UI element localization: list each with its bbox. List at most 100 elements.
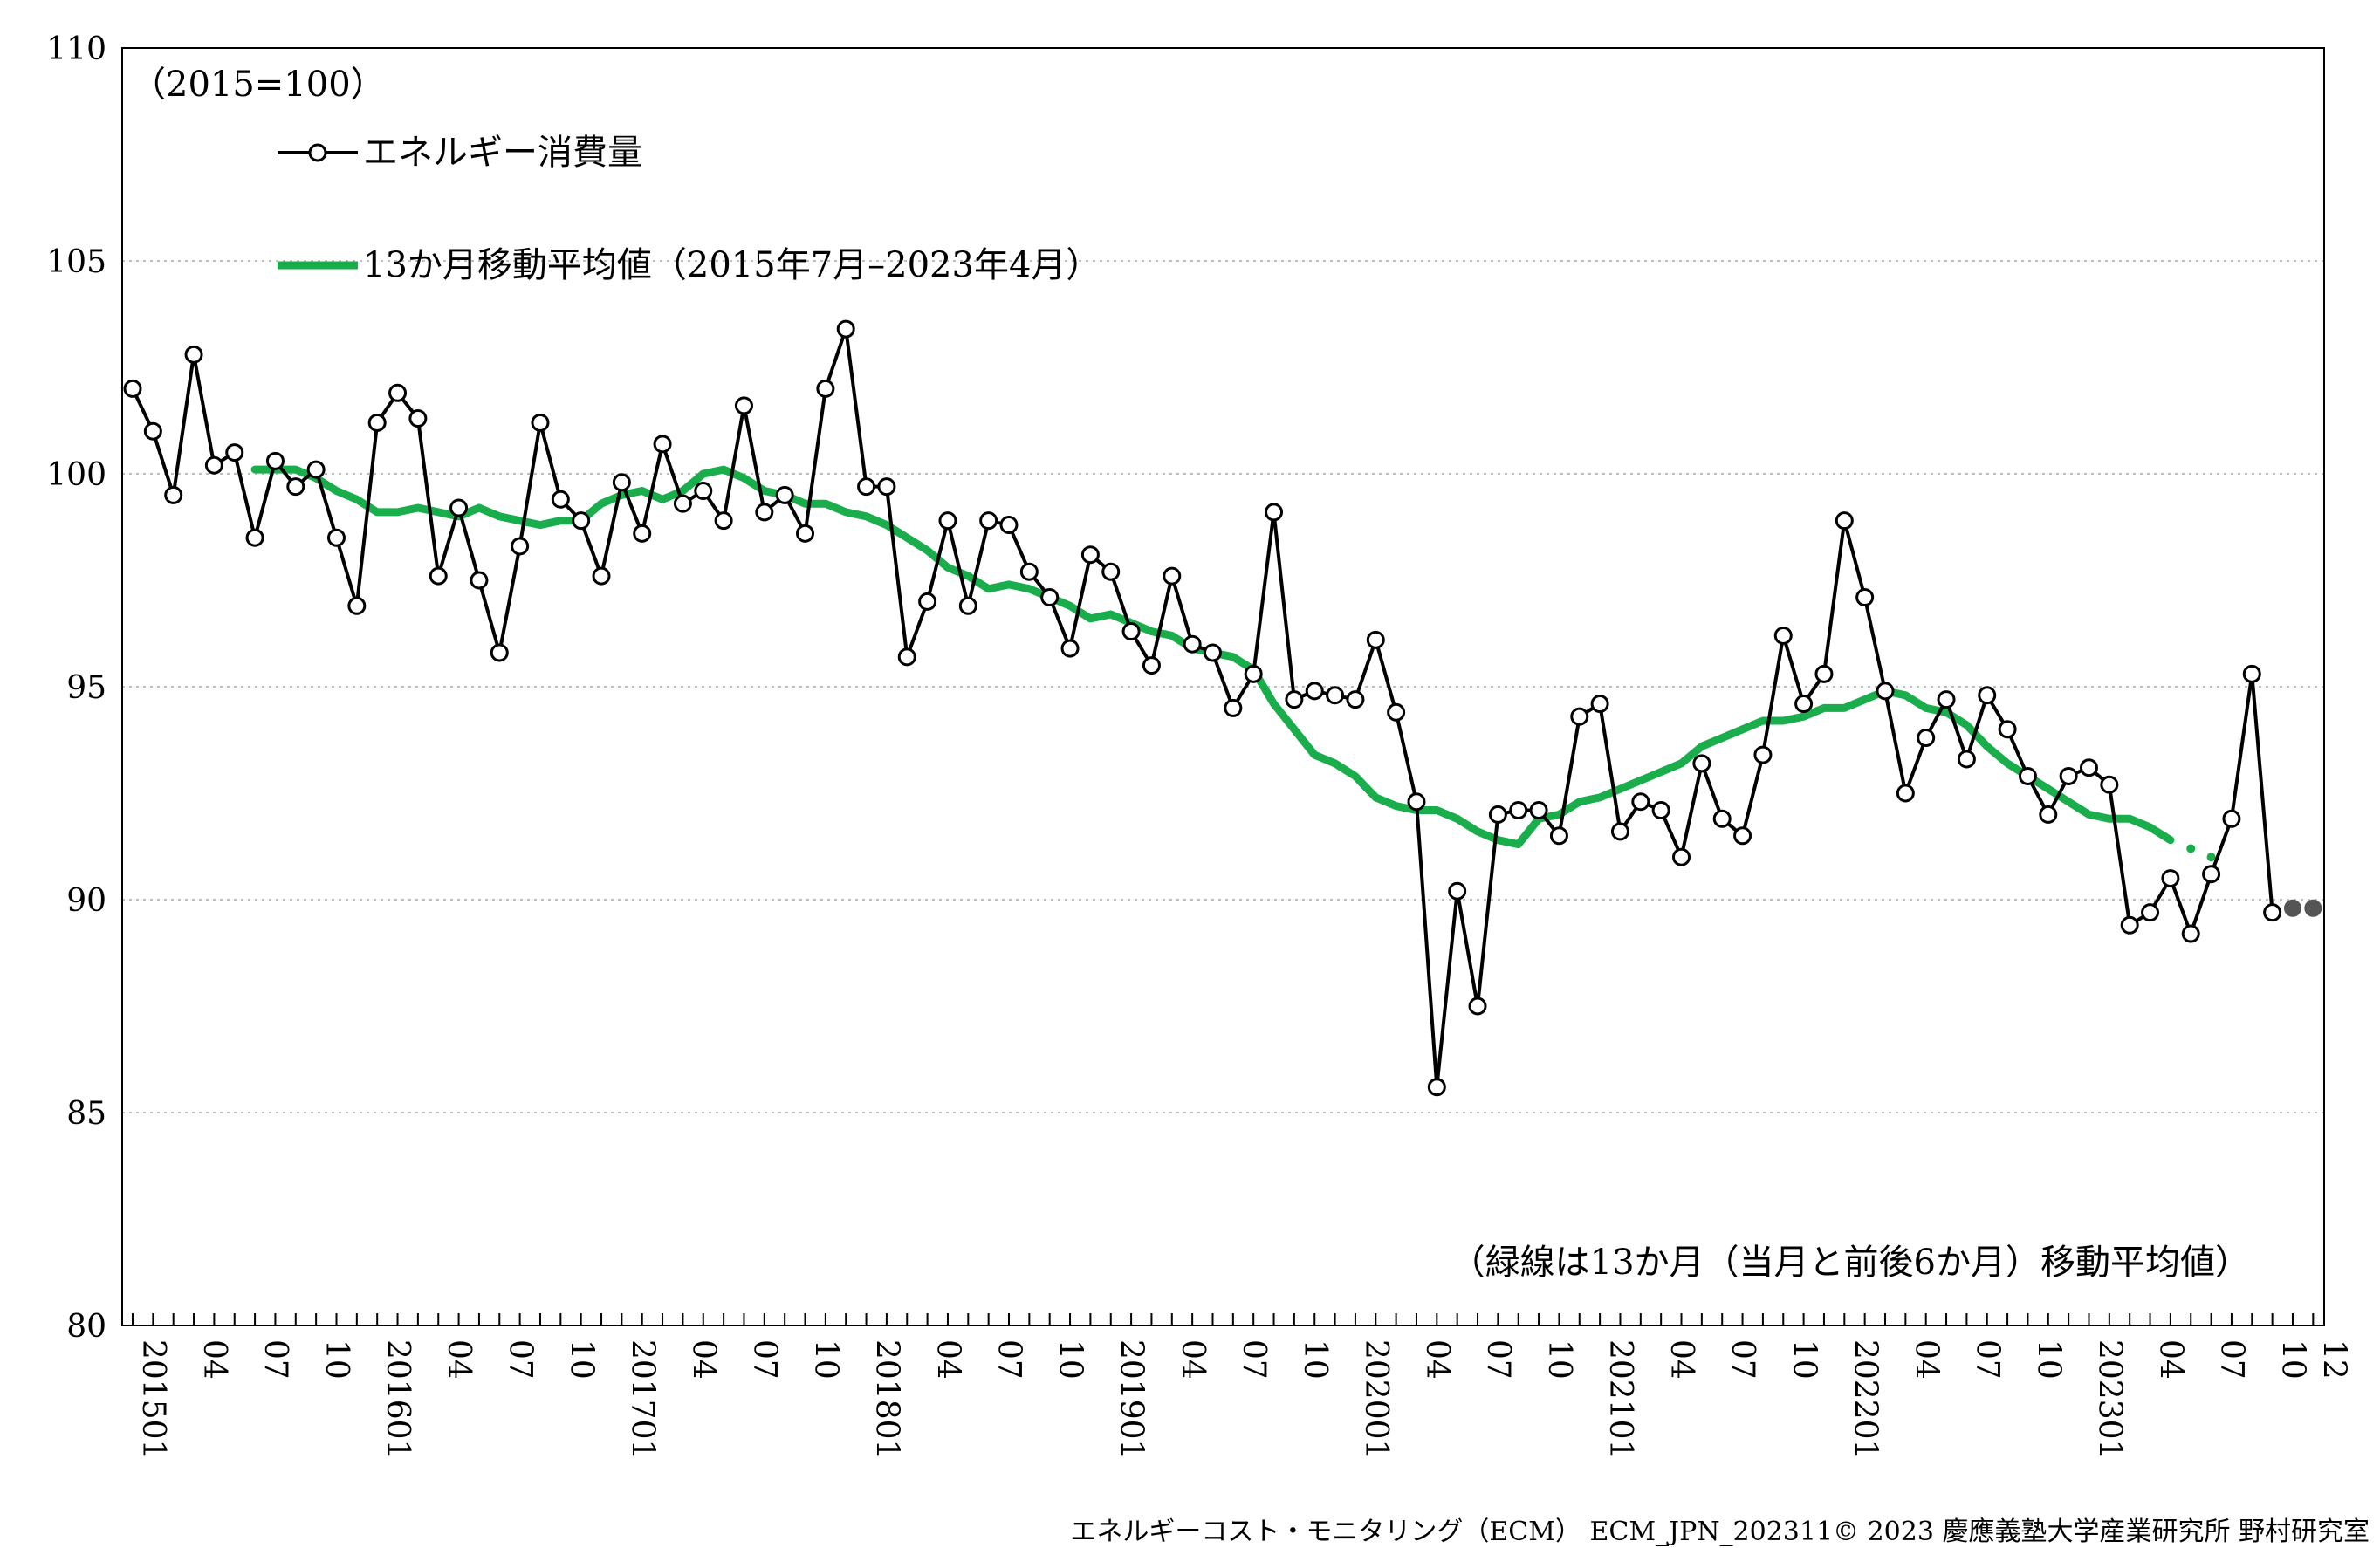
consumption-point <box>897 647 916 667</box>
consumption-point <box>714 511 733 531</box>
x-tick-label: 04 <box>196 1339 232 1380</box>
consumption-point <box>796 524 815 543</box>
consumption-point <box>1040 588 1060 607</box>
consumption-point <box>2141 903 2160 922</box>
x-tick-label: 10 <box>1786 1339 1821 1380</box>
moving-average-projected-dot <box>2206 853 2216 862</box>
x-axis: 201501 04 07 10 201601 04 07 10 201701 04 07 10 2018… <box>132 1313 2351 1459</box>
x-tick-label: 04 <box>1175 1339 1211 1380</box>
consumption-point <box>388 383 408 402</box>
consumption-point <box>673 494 692 513</box>
x-tick-label: 04 <box>1663 1339 1699 1380</box>
consumption-point <box>612 473 631 492</box>
consumption-point <box>2263 903 2282 922</box>
consumption-point <box>1244 664 1263 683</box>
consumption-point <box>1712 809 1732 828</box>
consumption-point <box>1998 720 2017 739</box>
consumption-point <box>1060 639 1080 658</box>
x-tick-label: 07 <box>1725 1339 1760 1380</box>
x-tick-label: 04 <box>930 1339 966 1380</box>
consumption-point <box>408 409 428 428</box>
x-tick-label: 201501 <box>135 1339 171 1459</box>
consumption-point <box>1468 997 1487 1016</box>
consumption-point <box>1814 664 1834 683</box>
x-tick-label: 07 <box>502 1339 538 1380</box>
consumption-point <box>1019 562 1039 581</box>
consumption-point <box>1937 690 1956 709</box>
y-tick-label: 85 <box>66 1096 106 1132</box>
consumption-point <box>449 498 469 517</box>
legend-label-moving-average: 13か月移動平均値（2015年7月–2023年4月） <box>363 245 1101 285</box>
y-tick-label: 105 <box>46 244 106 280</box>
legend-item-moving-average: 13か月移動平均値（2015年7月–2023年4月） <box>278 245 1101 285</box>
consumption-point <box>511 537 530 556</box>
footer-credit: エネルギーコスト・モニタリング（ECM） ECM_JPN_202311© 202… <box>1070 1517 2370 1547</box>
legend-item-consumption: エネルギー消費量 <box>278 133 642 173</box>
consumption-point <box>1835 511 1854 531</box>
consumption-point <box>164 485 183 504</box>
consumption-point <box>2018 766 2037 785</box>
consumption-point <box>1590 695 1609 714</box>
consumption-point <box>1672 847 1691 866</box>
consumption-point <box>633 524 652 543</box>
x-tick-label: 10 <box>563 1339 599 1380</box>
x-tick-label: 201901 <box>1114 1339 1149 1459</box>
consumption-point <box>1224 698 1243 717</box>
consumption-point <box>2100 775 2119 794</box>
consumption-point <box>2202 865 2221 884</box>
consumption-point <box>1366 630 1385 649</box>
x-tick-label: 10 <box>1541 1339 1577 1380</box>
x-tick-label: 202301 <box>2091 1339 2127 1459</box>
consumption-point <box>2079 758 2098 777</box>
x-tick-label: 04 <box>1419 1339 1455 1380</box>
consumption-point <box>1855 588 1875 607</box>
consumption-point <box>2181 924 2200 943</box>
consumption-point <box>225 443 244 462</box>
x-tick-label: 07 <box>746 1339 782 1380</box>
consumption-point <box>306 460 326 479</box>
consumption-point <box>265 451 285 470</box>
x-tick-label: 07 <box>1480 1339 1516 1380</box>
series-layer <box>123 319 2322 1097</box>
x-tick-label: 07 <box>991 1339 1027 1380</box>
y-tick-label: 80 <box>66 1309 106 1345</box>
consumption-point <box>1549 826 1568 846</box>
consumption-point <box>143 421 162 441</box>
consumption-point <box>694 482 713 501</box>
consumption-point <box>1326 686 1345 705</box>
consumption-point <box>1978 686 1997 705</box>
consumption-point <box>1142 656 1161 675</box>
consumption-point <box>1448 881 1467 901</box>
x-tick-label: 10 <box>1053 1339 1088 1380</box>
consumption-point <box>918 592 937 611</box>
x-tick-label: 10 <box>808 1339 844 1380</box>
consumption-point <box>1631 792 1650 812</box>
y-tick-label: 90 <box>66 883 106 919</box>
consumption-point <box>999 516 1019 535</box>
consumption-point <box>204 455 223 475</box>
x-tick-label: 07 <box>1969 1339 2005 1380</box>
plot-frame <box>121 47 2325 1326</box>
y-axis: 80 85 90 95 100 105 110 <box>46 31 106 1345</box>
consumption-point <box>1163 566 1182 586</box>
consumption-point <box>347 596 367 615</box>
x-tick-label: 10 <box>319 1339 354 1380</box>
consumption-point <box>1876 682 1895 701</box>
x-tick-label: 07 <box>2214 1339 2250 1380</box>
consumption-point <box>2059 766 2078 785</box>
legend-label-consumption: エネルギー消費量 <box>363 133 642 173</box>
consumption-point <box>184 345 203 364</box>
consumption-point <box>775 485 794 504</box>
consumption-point <box>326 528 346 547</box>
y-tick-label: 100 <box>46 457 106 493</box>
consumption-point <box>653 435 672 454</box>
consumption-point <box>1957 750 1976 769</box>
consumption-point <box>1488 805 1507 824</box>
x-tick-label: 10 <box>2030 1339 2066 1380</box>
consumption-line <box>131 327 2274 1089</box>
x-tick-label: 10 <box>1297 1339 1333 1380</box>
consumption-point <box>1346 690 1365 709</box>
consumption-point <box>1794 695 1814 714</box>
consumption-point <box>1896 784 1915 803</box>
